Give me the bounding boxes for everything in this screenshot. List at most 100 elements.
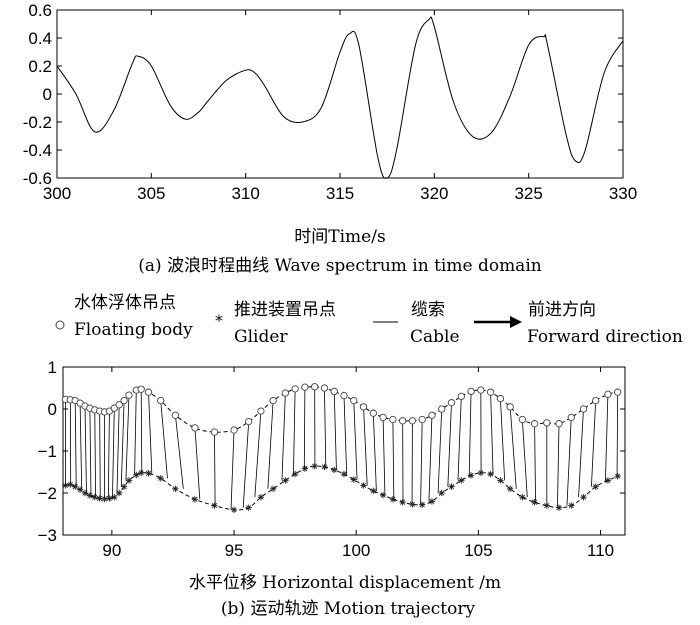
cable-line [499, 398, 506, 481]
legend-floating-body-en: Floating body [74, 320, 193, 340]
glider-point [555, 504, 563, 511]
cable-line [120, 400, 125, 487]
floating-body-point [438, 405, 446, 413]
floating-body-point [245, 417, 253, 426]
glider-point [269, 485, 277, 492]
cable-line [79, 403, 83, 490]
cable-line [267, 400, 274, 489]
cable-line [99, 411, 101, 499]
cable-line [392, 419, 395, 500]
floating-body-point [369, 409, 377, 417]
cable-line [125, 395, 130, 481]
glider-point [360, 482, 367, 489]
glider-point [91, 494, 98, 501]
cable-line [107, 411, 110, 499]
glider-point [519, 494, 526, 501]
glider-point [106, 495, 113, 502]
panel-b-motion-trajectory: 90 95 100 105 110 1 0 −1 −2 −3 水平位移 Horizontal di… [38, 358, 626, 619]
glider-point [137, 469, 145, 477]
legend-cable-en: Cable [410, 327, 460, 347]
cable-line [175, 415, 184, 489]
cable-line [343, 395, 348, 475]
cable-line [591, 400, 597, 487]
floating-body-point [230, 426, 238, 434]
glider-point [531, 499, 538, 506]
cable-line [490, 392, 494, 475]
panel-a-y-tick-label: -0.2 [23, 113, 52, 132]
cable-line [84, 406, 87, 494]
glider-point [76, 486, 84, 493]
floating-body-point [477, 386, 485, 394]
glider-point [497, 477, 504, 484]
glider-point [116, 489, 123, 497]
floating-body-point [350, 396, 358, 405]
panel-b-x-tick-label: 100 [342, 541, 370, 560]
cable-line [214, 432, 216, 506]
glider-point [257, 494, 265, 501]
cable-line [420, 419, 423, 505]
floating-body-point [311, 383, 319, 391]
panel-b-y-tick-label: −3 [38, 526, 57, 545]
legend-glider-en: Glider [234, 327, 288, 347]
cable-line [303, 387, 306, 469]
glider-point [350, 476, 357, 483]
panel-a-y-tick-label: 0.4 [28, 29, 52, 48]
glider-point [111, 494, 118, 501]
panel-a-y-tick-label: -0.6 [23, 169, 52, 188]
floating-body-point [543, 419, 551, 427]
cable-line [382, 417, 386, 496]
glider-point [487, 470, 494, 478]
cable-line [363, 406, 368, 486]
cable-line [353, 400, 358, 480]
cable-line [428, 415, 433, 502]
glider-point [245, 504, 252, 511]
cable-line [534, 423, 536, 503]
glider-point [614, 473, 621, 480]
cable-line [616, 392, 619, 477]
glider-point [191, 496, 199, 503]
floating-body-point [398, 417, 407, 425]
panel-a-ticks [56, 9, 624, 179]
floating-body-point [281, 389, 290, 397]
panel-a-x-axis-label: 时间Time/s [294, 227, 385, 247]
panel-b-x-tick-label: 90 [102, 541, 121, 560]
floating-body-point [191, 424, 199, 432]
panel-a-x-tick-label: 310 [231, 184, 259, 203]
panel-a-wave-time-history: 300 305 310 315 320 325 330 0.6 0.4 0.2 0 -0.2 -0.4 -… [23, 1, 637, 276]
panel-b-tick-labels: 90 95 100 105 110 1 0 −1 −2 −3 [38, 358, 615, 560]
panel-b-x-tick-label: 105 [464, 541, 492, 560]
glider-point [580, 494, 587, 501]
floating-body-point [408, 417, 417, 425]
glider-point [172, 485, 179, 492]
glider-point [331, 466, 338, 474]
panel-b-y-tick-label: −2 [38, 484, 57, 503]
cable-line [140, 389, 143, 473]
floating-body-point [592, 396, 600, 405]
panel-b-y-tick-label: 0 [48, 400, 57, 419]
cable-line [333, 391, 337, 470]
glider-markers [62, 462, 621, 513]
cable-line [566, 417, 572, 506]
cable-line [134, 390, 137, 475]
cable-line [447, 402, 452, 487]
floating-body-point [496, 394, 505, 403]
floating-body-point [486, 388, 495, 396]
floating-body-point [447, 399, 456, 407]
floating-body-point [301, 383, 309, 391]
glider-point [291, 470, 299, 478]
legend-glider-cn: 推进装置吊点 [234, 300, 336, 320]
floating-body-point [291, 385, 299, 393]
floating-body-point [157, 396, 165, 405]
floating-body-point [614, 388, 622, 396]
legend-cable-cn: 缆索 [411, 300, 445, 320]
floating-body-point [457, 392, 465, 401]
glider-point [592, 483, 599, 490]
cable-line [281, 393, 286, 481]
glider-point [230, 506, 238, 513]
cable-line [116, 404, 120, 494]
floating-body-point [555, 420, 563, 428]
panel-b-y-tick-label: −1 [38, 442, 57, 461]
panel-b-legend: 水体浮体吊点 Floating body * 推进装置吊点 Glider 缆索 … [55, 293, 683, 347]
glider-point [604, 477, 612, 484]
